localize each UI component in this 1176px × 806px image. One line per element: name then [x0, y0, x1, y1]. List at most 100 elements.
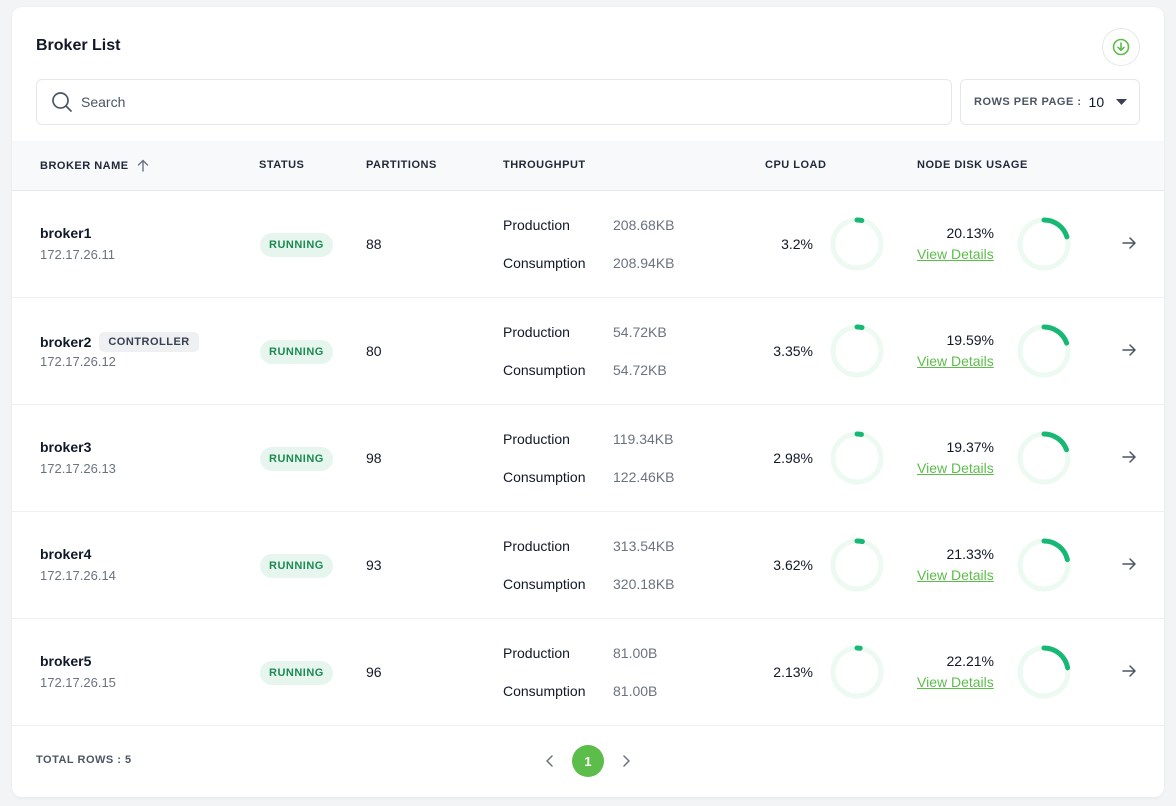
partitions-value: 98	[366, 450, 382, 466]
broker-name: broker1	[40, 225, 92, 241]
broker-ip: 172.17.26.14	[40, 568, 116, 583]
view-details-link[interactable]: View Details	[917, 353, 994, 369]
arrow-right-icon[interactable]	[1121, 449, 1137, 465]
broker-name-cell: broker5	[40, 653, 91, 669]
disk-usage-ring	[1017, 324, 1071, 378]
rows-per-page-select[interactable]: ROWS PER PAGE : 10	[960, 79, 1140, 125]
view-details-link[interactable]: View Details	[917, 567, 994, 583]
production-value: 119.34KB	[613, 431, 674, 447]
production-value: 54.72KB	[613, 324, 667, 340]
table-header: BROKER NAME STATUS PARTITIONS THROUGHPUT…	[12, 141, 1164, 191]
cpu-load-value: 3.35%	[773, 343, 813, 359]
consumption-value: 81.00B	[613, 683, 658, 699]
production-label: Production	[503, 538, 570, 554]
chevron-right-icon[interactable]	[619, 753, 633, 769]
page-title: Broker List	[36, 37, 121, 54]
rows-per-page-value: 10	[1088, 94, 1105, 110]
cpu-load-ring	[830, 538, 884, 592]
consumption-value: 208.94KB	[613, 255, 675, 271]
broker-name: broker4	[40, 546, 92, 562]
table-row[interactable]: broker4 172.17.26.14 RUNNING 93 Production 31…	[12, 512, 1164, 619]
production-label: Production	[503, 645, 570, 661]
chevron-left-icon[interactable]	[543, 753, 557, 769]
cpu-load-ring	[830, 645, 884, 699]
consumption-value: 320.18KB	[613, 576, 675, 592]
disk-usage-value: 19.37%	[946, 439, 994, 455]
broker-list-card: Broker List ROWS PER PAGE : 10 BROKER NA…	[12, 7, 1164, 797]
status-badge: RUNNING	[260, 340, 333, 364]
production-value: 81.00B	[613, 645, 658, 661]
disk-usage-value: 19.59%	[946, 332, 994, 348]
cpu-load-value: 3.62%	[773, 557, 813, 573]
broker-ip: 172.17.26.11	[40, 247, 115, 262]
cpu-load-ring	[830, 431, 884, 485]
table-row[interactable]: broker2 CONTROLLER 172.17.26.12 RUNNING 80 Pr…	[12, 298, 1164, 405]
disk-usage-ring	[1017, 538, 1071, 592]
controller-badge: CONTROLLER	[99, 332, 199, 352]
broker-ip: 172.17.26.15	[40, 675, 116, 690]
status-badge: RUNNING	[260, 447, 333, 471]
production-label: Production	[503, 431, 570, 447]
broker-name-cell: broker4	[40, 546, 91, 562]
column-header-throughput: THROUGHPUT	[503, 159, 586, 171]
search-input[interactable]	[81, 94, 881, 110]
consumption-label: Consumption	[503, 469, 586, 485]
download-button[interactable]	[1102, 28, 1140, 66]
disk-usage-ring	[1017, 645, 1071, 699]
column-header-broker-name[interactable]: BROKER NAME	[40, 159, 149, 172]
broker-name: broker3	[40, 439, 92, 455]
consumption-label: Consumption	[503, 576, 586, 592]
disk-usage-ring	[1017, 431, 1071, 485]
broker-name-cell: broker2 CONTROLLER	[40, 332, 199, 352]
arrow-right-icon[interactable]	[1121, 235, 1137, 251]
cpu-load-value: 3.2%	[781, 236, 813, 252]
consumption-value: 54.72KB	[613, 362, 667, 378]
broker-ip: 172.17.26.13	[40, 461, 116, 476]
cpu-load-value: 2.98%	[773, 450, 813, 466]
consumption-label: Consumption	[503, 255, 586, 271]
production-value: 208.68KB	[613, 217, 675, 233]
partitions-value: 96	[366, 664, 382, 680]
consumption-value: 122.46KB	[613, 469, 675, 485]
status-badge: RUNNING	[260, 554, 333, 578]
column-header-label: BROKER NAME	[40, 159, 129, 172]
cpu-load-ring	[830, 217, 884, 271]
status-badge: RUNNING	[260, 233, 333, 257]
broker-name-cell: broker1	[40, 225, 91, 241]
download-circle-icon	[1112, 38, 1130, 56]
production-label: Production	[503, 217, 570, 233]
total-rows: TOTAL ROWS : 5	[36, 754, 132, 766]
production-label: Production	[503, 324, 570, 340]
arrow-right-icon[interactable]	[1121, 556, 1137, 572]
search-box[interactable]	[36, 79, 952, 125]
disk-usage-value: 22.21%	[946, 653, 994, 669]
table-row[interactable]: broker3 172.17.26.13 RUNNING 98 Production 11…	[12, 405, 1164, 512]
table-row[interactable]: broker5 172.17.26.15 RUNNING 96 Production 81…	[12, 619, 1164, 726]
partitions-value: 80	[366, 343, 382, 359]
status-badge: RUNNING	[260, 661, 333, 685]
broker-ip: 172.17.26.12	[40, 354, 116, 369]
disk-usage-ring	[1017, 217, 1071, 271]
cpu-load-value: 2.13%	[773, 664, 813, 680]
rows-per-page-label: ROWS PER PAGE :	[974, 96, 1082, 108]
broker-name: broker5	[40, 653, 92, 669]
view-details-link[interactable]: View Details	[917, 246, 994, 262]
column-header-node-disk-usage: NODE DISK USAGE	[917, 159, 1028, 171]
consumption-label: Consumption	[503, 362, 586, 378]
arrow-right-icon[interactable]	[1121, 663, 1137, 679]
partitions-value: 93	[366, 557, 382, 573]
table-row[interactable]: broker1 172.17.26.11 RUNNING 88 Production 20…	[12, 191, 1164, 298]
page-button-current[interactable]: 1	[572, 745, 604, 777]
column-header-cpu-load: CPU LOAD	[765, 159, 827, 171]
caret-down-icon	[1116, 99, 1128, 105]
view-details-link[interactable]: View Details	[917, 460, 994, 476]
disk-usage-value: 21.33%	[946, 546, 994, 562]
arrow-right-icon[interactable]	[1121, 342, 1137, 358]
column-header-status: STATUS	[259, 159, 305, 171]
arrow-up-icon	[137, 159, 148, 172]
production-value: 313.54KB	[613, 538, 675, 554]
broker-name-cell: broker3	[40, 439, 91, 455]
search-icon	[52, 92, 72, 112]
disk-usage-value: 20.13%	[946, 225, 994, 241]
view-details-link[interactable]: View Details	[917, 674, 994, 690]
